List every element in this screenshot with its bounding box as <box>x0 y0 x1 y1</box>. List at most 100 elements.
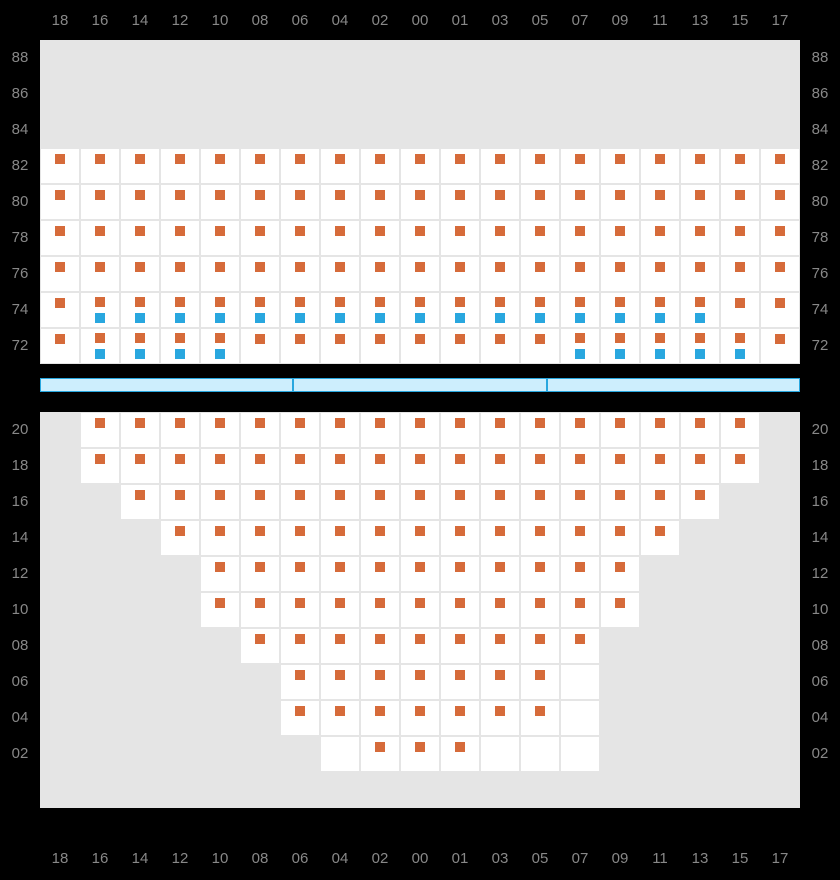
seat-marker-orange[interactable] <box>495 154 505 164</box>
seat-marker-orange[interactable] <box>455 526 465 536</box>
seat-marker-orange[interactable] <box>455 418 465 428</box>
seat-marker-orange[interactable] <box>375 634 385 644</box>
seat-marker-orange[interactable] <box>295 334 305 344</box>
seat-marker-orange[interactable] <box>215 526 225 536</box>
seat-marker-orange[interactable] <box>655 333 665 343</box>
seat-marker-orange[interactable] <box>495 526 505 536</box>
seat-marker-blue[interactable] <box>655 349 665 359</box>
seat-marker-orange[interactable] <box>175 526 185 536</box>
seat-marker-orange[interactable] <box>375 226 385 236</box>
seat-marker-orange[interactable] <box>335 562 345 572</box>
seat-marker-orange[interactable] <box>335 598 345 608</box>
seat-cell[interactable] <box>480 736 520 772</box>
seat-marker-orange[interactable] <box>735 418 745 428</box>
seat-marker-orange[interactable] <box>415 297 425 307</box>
seat-marker-blue[interactable] <box>135 313 145 323</box>
seat-marker-orange[interactable] <box>95 418 105 428</box>
seat-marker-orange[interactable] <box>575 333 585 343</box>
seat-marker-orange[interactable] <box>575 190 585 200</box>
seat-marker-orange[interactable] <box>255 418 265 428</box>
seat-marker-orange[interactable] <box>735 226 745 236</box>
seat-marker-orange[interactable] <box>615 490 625 500</box>
seat-marker-blue[interactable] <box>655 313 665 323</box>
seat-marker-orange[interactable] <box>295 490 305 500</box>
seat-cell[interactable] <box>320 736 360 772</box>
seat-marker-orange[interactable] <box>375 742 385 752</box>
seat-marker-orange[interactable] <box>295 526 305 536</box>
seat-marker-orange[interactable] <box>175 190 185 200</box>
seat-marker-orange[interactable] <box>535 334 545 344</box>
seat-marker-orange[interactable] <box>215 598 225 608</box>
seat-marker-orange[interactable] <box>575 454 585 464</box>
seat-marker-orange[interactable] <box>655 490 665 500</box>
seat-marker-orange[interactable] <box>375 190 385 200</box>
seat-marker-orange[interactable] <box>735 454 745 464</box>
seat-marker-orange[interactable] <box>455 742 465 752</box>
seat-marker-orange[interactable] <box>535 562 545 572</box>
seat-marker-orange[interactable] <box>695 454 705 464</box>
seat-marker-orange[interactable] <box>95 454 105 464</box>
seat-marker-orange[interactable] <box>375 670 385 680</box>
seat-marker-orange[interactable] <box>455 670 465 680</box>
seat-marker-orange[interactable] <box>535 262 545 272</box>
seat-marker-orange[interactable] <box>95 297 105 307</box>
seat-marker-orange[interactable] <box>535 418 545 428</box>
seat-marker-orange[interactable] <box>375 526 385 536</box>
seat-marker-orange[interactable] <box>335 334 345 344</box>
seat-marker-orange[interactable] <box>255 190 265 200</box>
seat-marker-orange[interactable] <box>335 418 345 428</box>
seat-marker-orange[interactable] <box>455 454 465 464</box>
seat-marker-orange[interactable] <box>455 598 465 608</box>
seat-marker-orange[interactable] <box>695 226 705 236</box>
seat-marker-orange[interactable] <box>295 670 305 680</box>
seat-marker-orange[interactable] <box>295 634 305 644</box>
seat-marker-orange[interactable] <box>175 154 185 164</box>
seat-marker-orange[interactable] <box>375 418 385 428</box>
seat-marker-orange[interactable] <box>535 226 545 236</box>
seat-marker-orange[interactable] <box>575 226 585 236</box>
seat-marker-orange[interactable] <box>415 226 425 236</box>
seat-marker-orange[interactable] <box>295 706 305 716</box>
seat-marker-orange[interactable] <box>55 298 65 308</box>
seat-marker-orange[interactable] <box>615 454 625 464</box>
seat-marker-orange[interactable] <box>55 334 65 344</box>
seat-marker-blue[interactable] <box>495 313 505 323</box>
seat-marker-orange[interactable] <box>455 562 465 572</box>
seat-marker-orange[interactable] <box>415 490 425 500</box>
seat-marker-orange[interactable] <box>575 634 585 644</box>
seat-marker-blue[interactable] <box>95 313 105 323</box>
seat-marker-orange[interactable] <box>215 454 225 464</box>
seat-marker-orange[interactable] <box>575 154 585 164</box>
seat-cell[interactable] <box>560 664 600 700</box>
seat-marker-orange[interactable] <box>535 598 545 608</box>
seat-marker-orange[interactable] <box>535 634 545 644</box>
seat-marker-orange[interactable] <box>695 154 705 164</box>
seat-marker-orange[interactable] <box>175 297 185 307</box>
seat-marker-orange[interactable] <box>495 334 505 344</box>
seat-marker-orange[interactable] <box>95 226 105 236</box>
seat-marker-orange[interactable] <box>375 297 385 307</box>
seat-marker-orange[interactable] <box>455 297 465 307</box>
seat-cell[interactable] <box>560 700 600 736</box>
seat-marker-orange[interactable] <box>695 490 705 500</box>
seat-marker-orange[interactable] <box>295 598 305 608</box>
seat-marker-orange[interactable] <box>575 598 585 608</box>
seat-marker-orange[interactable] <box>415 598 425 608</box>
seat-marker-orange[interactable] <box>775 226 785 236</box>
seat-marker-orange[interactable] <box>415 154 425 164</box>
seat-marker-orange[interactable] <box>335 706 345 716</box>
seat-marker-orange[interactable] <box>615 154 625 164</box>
seat-marker-orange[interactable] <box>175 454 185 464</box>
seat-marker-blue[interactable] <box>215 313 225 323</box>
seat-marker-orange[interactable] <box>455 490 465 500</box>
seat-marker-orange[interactable] <box>495 562 505 572</box>
seat-marker-orange[interactable] <box>295 562 305 572</box>
seat-marker-orange[interactable] <box>255 634 265 644</box>
seat-marker-orange[interactable] <box>255 454 265 464</box>
seat-marker-orange[interactable] <box>615 526 625 536</box>
seat-marker-blue[interactable] <box>695 313 705 323</box>
seat-marker-orange[interactable] <box>535 190 545 200</box>
seat-marker-orange[interactable] <box>375 562 385 572</box>
seat-marker-orange[interactable] <box>575 526 585 536</box>
seat-marker-orange[interactable] <box>375 454 385 464</box>
